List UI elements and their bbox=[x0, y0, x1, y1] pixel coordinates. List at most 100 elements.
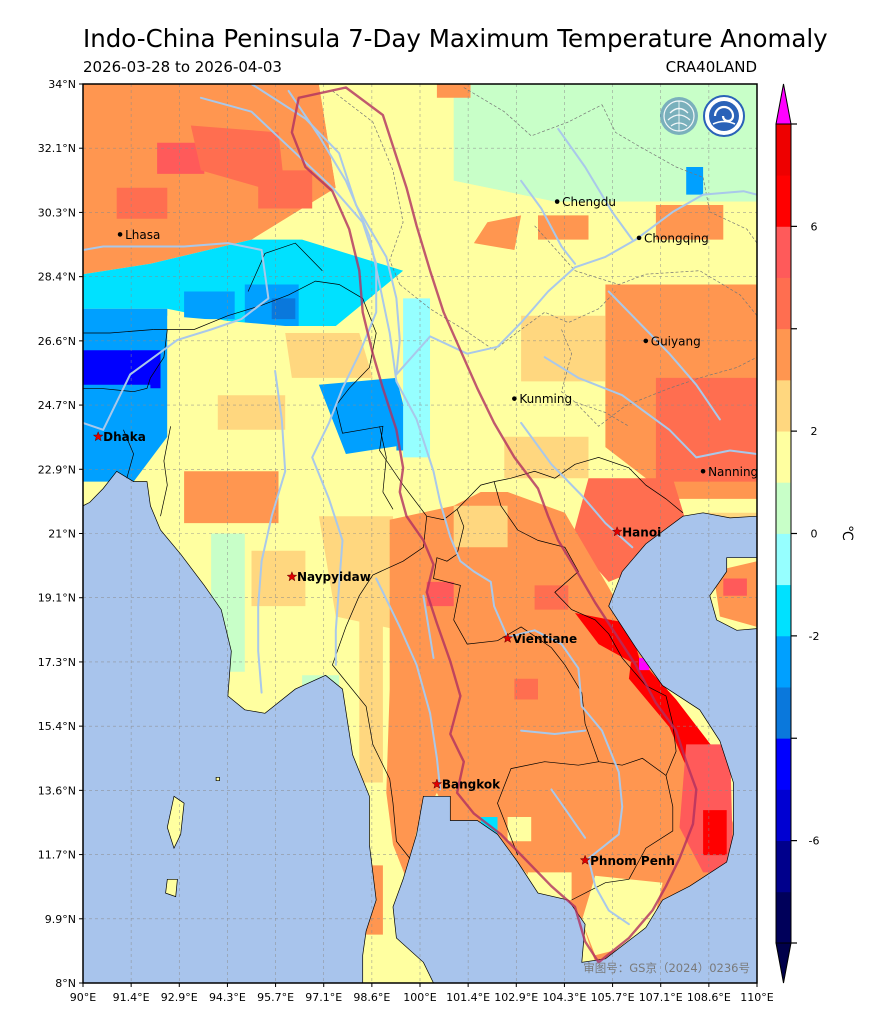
city-label: Guiyang bbox=[651, 334, 701, 348]
anomaly-cell bbox=[302, 180, 757, 278]
capital-star-icon bbox=[286, 570, 298, 582]
river bbox=[257, 370, 287, 694]
x-tick-label: 110°E bbox=[740, 991, 773, 1004]
province-border bbox=[534, 225, 757, 316]
river bbox=[520, 179, 576, 265]
colorbar-bin bbox=[776, 226, 791, 278]
anomaly-cell bbox=[386, 492, 734, 963]
land-mass bbox=[165, 879, 178, 897]
colorbar-bin bbox=[776, 124, 791, 176]
anomaly-cell bbox=[470, 90, 565, 126]
anomaly-cell bbox=[258, 170, 313, 209]
province-border bbox=[574, 401, 630, 427]
anomaly-cell bbox=[723, 578, 747, 596]
land-mass bbox=[216, 777, 220, 781]
anomaly-cell bbox=[507, 817, 532, 842]
x-tick-label: 91.4°E bbox=[113, 991, 150, 1004]
basin-outline bbox=[290, 86, 698, 964]
y-tick-label: 17.3°N bbox=[38, 656, 76, 669]
capital-label: Phnom Penh bbox=[590, 854, 675, 868]
anomaly-cell bbox=[157, 142, 205, 174]
map-approval-watermark: 审图号：GS京（2024）0236号 bbox=[583, 961, 750, 975]
anomaly-cell bbox=[352, 395, 387, 427]
anomaly-cell bbox=[271, 298, 296, 320]
colorbar-over-arrow bbox=[775, 83, 792, 125]
city-dot-icon bbox=[117, 232, 123, 237]
anomaly-cell bbox=[251, 550, 306, 607]
capital-label: Naypyidaw bbox=[297, 570, 371, 584]
river bbox=[375, 577, 442, 791]
city-dot-icon bbox=[643, 338, 649, 344]
x-tick-label: 107.1°E bbox=[639, 991, 683, 1004]
anomaly-cell bbox=[217, 395, 286, 430]
country-border bbox=[153, 280, 684, 521]
colorbar-label: 6 bbox=[811, 220, 818, 233]
anomaly-cell bbox=[426, 581, 454, 607]
country-border bbox=[493, 481, 677, 776]
anomaly-cell bbox=[83, 239, 404, 326]
date-range: 2026-03-28 to 2026-04-03 bbox=[83, 58, 282, 76]
city-label: Kunming bbox=[519, 392, 572, 406]
anomaly-cell bbox=[655, 377, 757, 482]
colorbar-bin bbox=[776, 533, 791, 586]
anomaly-cell bbox=[184, 471, 279, 524]
city-label: Chengdu bbox=[562, 195, 616, 209]
river bbox=[607, 290, 721, 421]
coastline bbox=[83, 84, 757, 983]
river bbox=[520, 729, 587, 735]
colorbar-bin bbox=[776, 789, 791, 842]
anomaly-cell bbox=[285, 333, 373, 378]
capital-label: Bangkok bbox=[442, 778, 501, 792]
anomaly-cell bbox=[318, 84, 454, 188]
river bbox=[557, 127, 634, 241]
y-tick-label: 13.6°N bbox=[38, 784, 76, 797]
river bbox=[543, 356, 757, 459]
x-tick-label: 92.9°E bbox=[161, 991, 198, 1004]
anomaly-cell bbox=[453, 505, 508, 548]
colorbar-label: -6 bbox=[809, 835, 820, 848]
country-border bbox=[433, 509, 600, 856]
x-tick-label: 90°E bbox=[70, 991, 96, 1004]
anomaly-cell bbox=[473, 215, 522, 250]
y-tick-label: 15.4°N bbox=[38, 720, 76, 733]
country-border bbox=[571, 757, 674, 901]
river bbox=[287, 89, 630, 926]
capital-label: Hanoi bbox=[622, 525, 661, 539]
y-tick-label: 11.7°N bbox=[38, 849, 76, 862]
anomaly-cell bbox=[521, 315, 606, 382]
province-border bbox=[561, 329, 757, 427]
colorbar: -6 -2 0 2 6 bbox=[775, 83, 820, 984]
city-markers: Lhasa Chengdu Chongqing Guiyang Kunming Nanni… bbox=[92, 195, 758, 868]
colorbar-bin bbox=[776, 328, 791, 381]
mekong-basin-outline bbox=[290, 86, 698, 964]
x-tick-label: 94.3°E bbox=[209, 991, 246, 1004]
y-tick-label: 26.6°N bbox=[38, 335, 76, 348]
anomaly-cell bbox=[686, 167, 704, 195]
anomaly-cell bbox=[655, 205, 724, 240]
city-label: Chongqing bbox=[644, 231, 709, 245]
colorbar-unit: ℃ bbox=[839, 525, 855, 541]
country-border bbox=[123, 429, 134, 479]
city-label: Nanning bbox=[708, 465, 758, 479]
coastline-segment bbox=[709, 557, 757, 631]
anomaly-cell bbox=[83, 350, 161, 389]
capital-star-icon bbox=[431, 778, 443, 789]
country-borders bbox=[83, 242, 684, 901]
y-tick-label: 8°N bbox=[55, 977, 76, 990]
colorbar-bin bbox=[776, 738, 791, 790]
anomaly-cell bbox=[406, 969, 427, 983]
capital-star-icon bbox=[611, 526, 623, 537]
city-dot-icon bbox=[554, 199, 560, 204]
y-tick-label: 22.9°N bbox=[38, 463, 76, 476]
anomaly-cell bbox=[514, 678, 538, 700]
anomaly-cell bbox=[538, 215, 589, 240]
x-tick-label: 105.7°E bbox=[591, 991, 635, 1004]
river bbox=[199, 96, 378, 666]
anomaly-cell bbox=[436, 84, 471, 98]
coastline-segment bbox=[166, 795, 185, 850]
anomaly-field bbox=[83, 84, 757, 983]
axis-ticks: 90°E 91.4°E 92.9°E 94.3°E 95.7°E 97.1°E 98.6°E… bbox=[38, 78, 774, 1004]
colorbar-label: 2 bbox=[811, 425, 818, 438]
y-tick-label: 34°N bbox=[48, 78, 76, 91]
